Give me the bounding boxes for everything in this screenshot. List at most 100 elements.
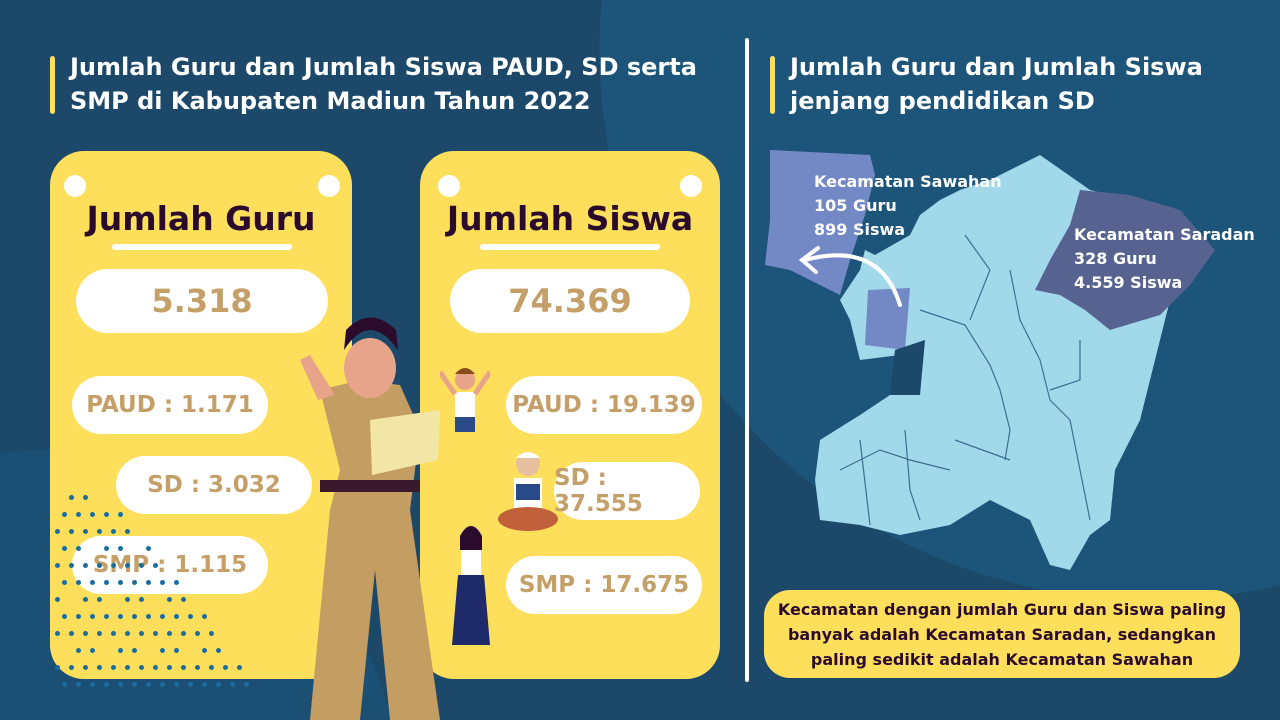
decor-dot (132, 648, 137, 653)
card-hole (64, 175, 86, 197)
sawahan-siswa: 899 Siswa (814, 220, 906, 239)
decor-dot (125, 563, 130, 568)
decor-dot (181, 631, 186, 636)
decor-dot (55, 665, 60, 670)
decor-dot (132, 682, 137, 687)
siswa-smp: SMP : 17.675 (506, 556, 702, 614)
guru-sd: SD : 3.032 (116, 456, 312, 514)
guru-total: 5.318 (76, 269, 328, 333)
decor-dot (83, 631, 88, 636)
saradan-label: Kecamatan Saradan 328 Guru 4.559 Siswa (1074, 223, 1255, 295)
decor-dot (104, 614, 109, 619)
teacher-illustration (300, 317, 440, 720)
decor-dot (69, 563, 74, 568)
decor-dot (132, 580, 137, 585)
decor-dot (118, 546, 123, 551)
map-region-sawahan-inset (865, 288, 910, 350)
decor-dot (62, 546, 67, 551)
decor-dot (230, 682, 235, 687)
decor-dot (76, 580, 81, 585)
decor-dot (90, 682, 95, 687)
decor-dot (202, 682, 207, 687)
decor-dot (90, 648, 95, 653)
decor-dot (55, 631, 60, 636)
decor-dot (174, 682, 179, 687)
decor-dot (195, 631, 200, 636)
decor-dot (209, 665, 214, 670)
decor-dot (153, 563, 158, 568)
divider (745, 38, 749, 682)
siswa-sd: SD : 37.555 (554, 462, 700, 520)
saradan-siswa: 4.559 Siswa (1074, 273, 1183, 292)
saradan-name: Kecamatan Saradan (1074, 225, 1255, 244)
student-boy-icon (440, 368, 490, 432)
decor-dot (69, 529, 74, 534)
decor-dot (90, 512, 95, 517)
saradan-guru: 328 Guru (1074, 249, 1157, 268)
decor-dot (160, 580, 165, 585)
decor-dot (146, 614, 151, 619)
summary-note: Kecamatan dengan jumlah Guru dan Siswa p… (764, 590, 1240, 678)
decor-dot (83, 495, 88, 500)
guru-paud: PAUD : 1.171 (72, 376, 268, 434)
decor-dot (97, 665, 102, 670)
decor-dot (55, 563, 60, 568)
decor-dot (139, 597, 144, 602)
decor-dot (202, 648, 207, 653)
decor-dot (83, 563, 88, 568)
card-hole (318, 175, 340, 197)
map-region-saradan (1035, 190, 1215, 330)
decor-dot (174, 614, 179, 619)
decor-dot (167, 665, 172, 670)
decor-dot (153, 631, 158, 636)
decor-dot (216, 648, 221, 653)
decor-dot (76, 648, 81, 653)
siswa-paud: PAUD : 19.139 (506, 376, 702, 434)
siswa-total: 74.369 (450, 269, 690, 333)
decor-dot (62, 614, 67, 619)
sawahan-name: Kecamatan Sawahan (814, 172, 1002, 191)
decor-dot (209, 631, 214, 636)
decor-dot (139, 563, 144, 568)
decor-dot (181, 665, 186, 670)
decor-dot (132, 614, 137, 619)
decor-dot (118, 580, 123, 585)
decor-dot (76, 546, 81, 551)
sawahan-guru: 105 Guru (814, 196, 897, 215)
decor-dot (146, 546, 151, 551)
card-hole (438, 175, 460, 197)
decor-dot (104, 512, 109, 517)
guru-heading: Jumlah Guru (86, 199, 316, 238)
decor-dot (90, 614, 95, 619)
decor-dot (118, 512, 123, 517)
decor-dot (188, 682, 193, 687)
decor-dot (167, 631, 172, 636)
card-hole (680, 175, 702, 197)
decor-dot (76, 614, 81, 619)
decor-dot (97, 631, 102, 636)
decor-dot (111, 563, 116, 568)
decor-dot (167, 597, 172, 602)
madiun-map (765, 150, 1215, 570)
decor-dot (181, 597, 186, 602)
decor-dot (160, 614, 165, 619)
decor-dot (153, 665, 158, 670)
decor-dot (97, 563, 102, 568)
decor-dot (202, 614, 207, 619)
decor-dot (146, 682, 151, 687)
decor-dot (83, 529, 88, 534)
decor-dot (69, 495, 74, 500)
left-title: Jumlah Guru dan Jumlah Siswa PAUD, SD se… (50, 50, 710, 118)
decor-dot (111, 631, 116, 636)
heading-underline (112, 244, 292, 250)
decor-dot (160, 648, 165, 653)
decor-dot (62, 512, 67, 517)
decor-dot (237, 665, 242, 670)
decor-dot (83, 597, 88, 602)
decor-dot (174, 648, 179, 653)
decor-dot (83, 665, 88, 670)
decor-dot (62, 580, 67, 585)
decor-dot (174, 580, 179, 585)
decor-dot (111, 665, 116, 670)
decor-dot (146, 580, 151, 585)
